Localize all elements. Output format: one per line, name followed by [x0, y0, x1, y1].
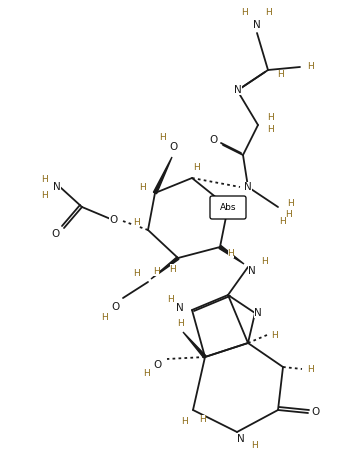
- Text: H: H: [42, 191, 49, 199]
- Text: H: H: [267, 125, 273, 133]
- Text: H: H: [133, 219, 140, 227]
- Text: O: O: [312, 407, 320, 417]
- Text: N: N: [53, 182, 61, 192]
- Text: H: H: [267, 113, 273, 122]
- Text: H: H: [242, 8, 248, 18]
- Text: H: H: [177, 319, 183, 327]
- Text: H: H: [308, 62, 314, 72]
- Text: O: O: [210, 135, 218, 145]
- Text: H: H: [251, 440, 257, 450]
- Text: H: H: [166, 295, 173, 305]
- Text: H: H: [102, 312, 109, 321]
- Text: H: H: [307, 365, 313, 373]
- Text: H: H: [279, 218, 285, 226]
- Text: N: N: [234, 85, 242, 95]
- Text: H: H: [272, 331, 278, 339]
- FancyBboxPatch shape: [210, 196, 246, 219]
- Text: H: H: [170, 265, 176, 273]
- Text: H: H: [287, 199, 295, 207]
- Text: N: N: [253, 20, 261, 30]
- Text: O: O: [170, 142, 178, 152]
- Text: H: H: [143, 370, 149, 379]
- Text: N: N: [244, 182, 252, 192]
- Text: H: H: [277, 71, 283, 80]
- Text: N: N: [248, 266, 256, 276]
- Text: H: H: [200, 416, 206, 425]
- Text: N: N: [176, 303, 184, 313]
- Text: H: H: [134, 270, 141, 279]
- Text: H: H: [42, 174, 49, 184]
- Polygon shape: [219, 246, 244, 264]
- Text: H: H: [266, 8, 272, 18]
- Text: H: H: [262, 258, 268, 266]
- Text: Abs: Abs: [220, 202, 236, 212]
- Text: H: H: [286, 211, 293, 219]
- Text: N: N: [237, 434, 245, 444]
- Text: O: O: [109, 215, 117, 225]
- Text: H: H: [227, 250, 234, 259]
- Polygon shape: [151, 257, 179, 279]
- Text: H: H: [159, 133, 165, 141]
- Text: H: H: [182, 417, 188, 425]
- Polygon shape: [183, 332, 206, 358]
- Text: O: O: [112, 302, 120, 312]
- Text: H: H: [194, 162, 201, 172]
- Text: O: O: [154, 360, 162, 370]
- Text: H: H: [153, 267, 159, 277]
- Text: N: N: [254, 308, 262, 318]
- Text: H: H: [139, 184, 145, 193]
- Polygon shape: [153, 157, 172, 194]
- Text: O: O: [51, 229, 59, 239]
